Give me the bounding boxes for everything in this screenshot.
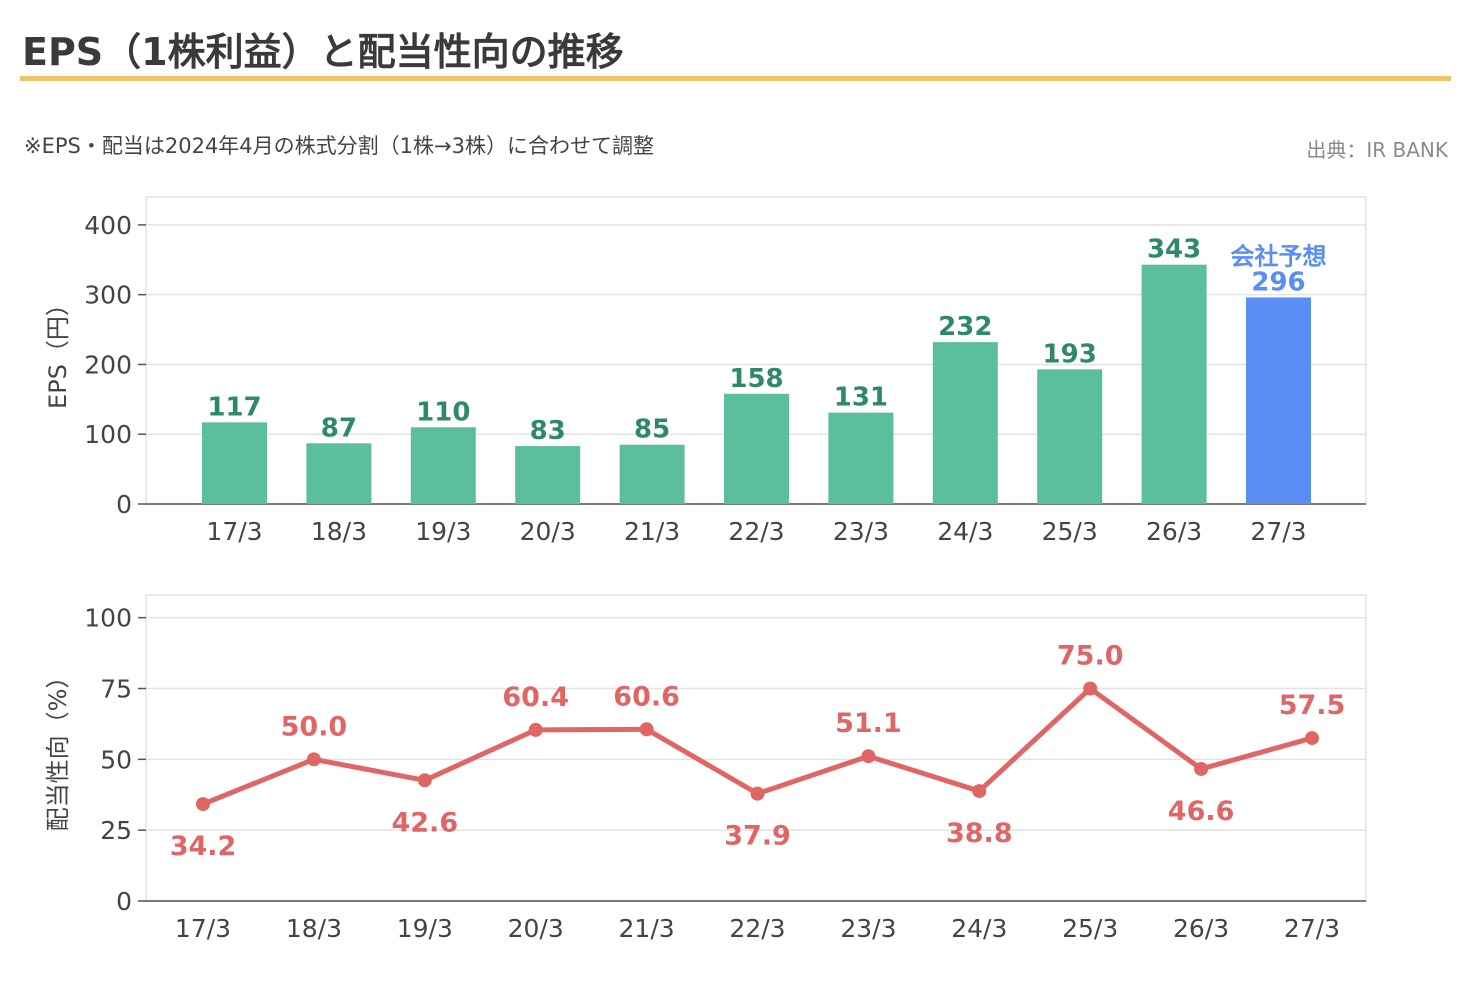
y-tick-label: 400 bbox=[84, 211, 132, 240]
chart-title: EPS（1株利益）と配当性向の推移 bbox=[22, 30, 624, 74]
payout-value-label: 60.4 bbox=[502, 682, 569, 713]
x-tick-label: 24/3 bbox=[951, 914, 1007, 943]
eps-bar bbox=[724, 393, 789, 504]
y-tick-label: 100 bbox=[84, 604, 132, 633]
payout-point bbox=[417, 773, 432, 788]
bar-value-label: 193 bbox=[1043, 339, 1097, 369]
source-credit: 出典：IR BANK bbox=[1306, 138, 1448, 162]
x-tick-label: 18/3 bbox=[286, 914, 342, 943]
x-tick-label: 25/3 bbox=[1062, 914, 1118, 943]
forecast-bar bbox=[1246, 297, 1311, 504]
y-tick-label: 0 bbox=[116, 490, 132, 519]
payout-point bbox=[861, 749, 876, 764]
x-tick-label: 23/3 bbox=[840, 914, 896, 943]
payout-point bbox=[1083, 681, 1098, 696]
x-tick-label: 25/3 bbox=[1042, 517, 1098, 546]
x-tick-label: 17/3 bbox=[206, 517, 262, 546]
forecast-caption: 会社予想 bbox=[1231, 242, 1327, 270]
payout-value-label: 60.6 bbox=[613, 681, 680, 712]
payout-value-label: 38.8 bbox=[946, 818, 1013, 849]
x-tick-label: 18/3 bbox=[311, 517, 367, 546]
x-tick-label: 22/3 bbox=[728, 517, 784, 546]
x-tick-label: 21/3 bbox=[619, 914, 675, 943]
payout-point bbox=[306, 752, 321, 767]
x-tick-label: 26/3 bbox=[1146, 517, 1202, 546]
payout-value-label: 51.1 bbox=[835, 708, 902, 739]
x-tick-label: 24/3 bbox=[937, 517, 993, 546]
eps-bar bbox=[515, 446, 581, 504]
eps-bar bbox=[306, 443, 372, 504]
bar-value-label: 83 bbox=[530, 416, 566, 446]
y-tick-label: 200 bbox=[84, 350, 132, 379]
bar-value-label: 117 bbox=[207, 392, 261, 422]
x-tick-label: 19/3 bbox=[397, 914, 453, 943]
payout-value-label: 75.0 bbox=[1057, 641, 1124, 672]
payout-point bbox=[528, 722, 543, 737]
bar-value-label: 131 bbox=[834, 383, 888, 413]
payout-point bbox=[1194, 761, 1209, 776]
x-tick-label: 27/3 bbox=[1250, 517, 1306, 546]
bar-value-label: 110 bbox=[416, 397, 470, 427]
x-tick-label: 20/3 bbox=[520, 517, 576, 546]
y-tick-label: 25 bbox=[100, 816, 132, 845]
eps-bar bbox=[1037, 369, 1103, 504]
y-tick-label: 300 bbox=[84, 281, 132, 310]
x-tick-label: 26/3 bbox=[1173, 914, 1229, 943]
y-tick-label: 0 bbox=[116, 887, 132, 916]
x-tick-label: 21/3 bbox=[624, 517, 680, 546]
eps-bar bbox=[410, 427, 476, 504]
payout-point bbox=[1305, 731, 1319, 746]
payout-value-label: 34.2 bbox=[170, 831, 237, 862]
payout-point bbox=[196, 797, 210, 812]
eps-bar-chart: 0 100 200 300 400 EPS（円） 117 17/3 87 18/3 110 19/3 8… bbox=[44, 196, 1367, 546]
eps-bar bbox=[619, 444, 685, 504]
x-tick-label: 20/3 bbox=[508, 914, 564, 943]
payout-value-label: 37.9 bbox=[724, 821, 791, 852]
bar-value-label: 87 bbox=[321, 413, 357, 443]
payout-value-label: 50.0 bbox=[281, 711, 348, 742]
x-tick-label: 23/3 bbox=[833, 517, 889, 546]
eps-bar bbox=[932, 342, 998, 504]
payout-value-label: 57.5 bbox=[1279, 690, 1346, 721]
x-tick-label: 27/3 bbox=[1284, 914, 1340, 943]
eps-bar bbox=[828, 412, 894, 504]
payout-value-label: 42.6 bbox=[391, 807, 458, 838]
split-adjustment-note: ※EPS・配当は2024年4月の株式分割（1株→3株）に合わせて調整 bbox=[24, 134, 654, 158]
eps-bar bbox=[1141, 264, 1207, 504]
eps-axis-title: EPS（円） bbox=[44, 292, 72, 409]
payout-point bbox=[972, 784, 987, 799]
x-tick-label: 17/3 bbox=[175, 914, 231, 943]
payout-axis-title: 配当性向（%） bbox=[44, 665, 72, 832]
plot-area bbox=[145, 594, 1367, 902]
x-tick-label: 22/3 bbox=[729, 914, 785, 943]
forecast-value-label: 296 bbox=[1251, 267, 1305, 297]
payout-point bbox=[750, 786, 765, 801]
y-tick-label: 75 bbox=[100, 675, 132, 704]
bar-value-label: 85 bbox=[634, 415, 670, 445]
y-tick-label: 100 bbox=[84, 420, 132, 449]
eps-bar bbox=[202, 422, 267, 504]
title-underline bbox=[20, 76, 1451, 81]
y-tick-label: 50 bbox=[100, 745, 132, 774]
bar-value-label: 232 bbox=[938, 312, 992, 342]
payout-value-label: 46.6 bbox=[1168, 796, 1235, 827]
x-tick-label: 19/3 bbox=[415, 517, 471, 546]
bar-value-label: 343 bbox=[1147, 235, 1201, 265]
payout-point bbox=[639, 722, 654, 737]
bar-value-label: 158 bbox=[729, 364, 783, 394]
